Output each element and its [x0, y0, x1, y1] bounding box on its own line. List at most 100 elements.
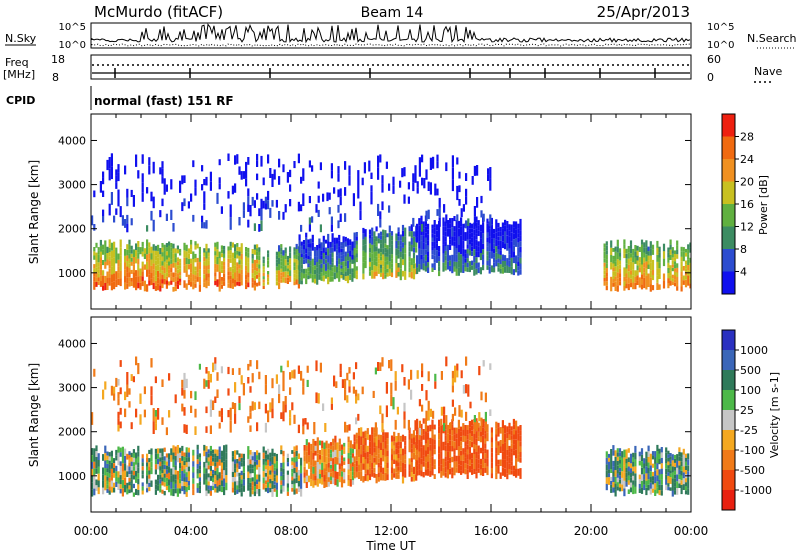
echo-cell: [313, 422, 316, 435]
echo-cell: [234, 382, 237, 393]
echo-cell: [240, 375, 243, 385]
echo-cell: [667, 278, 670, 284]
echo-cell: [444, 255, 447, 261]
echo-cell: [154, 285, 157, 291]
echo-cell: [363, 162, 366, 174]
echo-cell: [660, 490, 663, 496]
echo-cell: [267, 465, 270, 471]
echo-cell: [418, 225, 421, 234]
echo-cell: [119, 479, 122, 485]
echo-cell: [256, 464, 259, 470]
echo-cell: [220, 269, 223, 273]
echo-cell: [384, 432, 387, 441]
echo-cell: [297, 365, 300, 374]
echo-cell: [638, 246, 641, 252]
echo-cell: [311, 234, 314, 243]
echo-cell: [424, 450, 427, 457]
echo-cell: [408, 256, 411, 262]
echo-cell: [482, 249, 485, 255]
echo-cell: [135, 356, 138, 366]
echo-cell: [291, 457, 294, 462]
echo-cell: [137, 258, 140, 265]
echo-cell: [236, 274, 239, 278]
echo-cell: [416, 418, 419, 424]
echo-cell: [399, 245, 402, 252]
echo-cell: [187, 461, 190, 467]
echo-cell: [379, 248, 383, 253]
echo-cell: [334, 478, 337, 486]
echo-cell: [284, 404, 287, 413]
echo-cell: [344, 187, 347, 196]
echo-cell: [249, 473, 252, 479]
echo-cell: [464, 425, 467, 431]
echo-cell: [337, 189, 340, 198]
echo-cell: [614, 450, 617, 457]
echo-cell: [689, 262, 691, 268]
echo-cell: [370, 191, 373, 199]
echo-cell: [161, 270, 164, 275]
echo-cell: [203, 252, 206, 257]
echo-cell: [196, 464, 199, 469]
echo-cell: [364, 452, 367, 460]
echo-cell: [473, 415, 476, 423]
echo-cell: [280, 251, 283, 255]
echo-cell: [669, 453, 672, 457]
echo-cell: [170, 455, 173, 462]
echo-cell: [408, 231, 411, 237]
echo-cell: [375, 427, 378, 437]
echo-cell: [220, 480, 223, 487]
echo-cell: [612, 271, 615, 276]
echo-cell: [373, 244, 376, 252]
echo-cell: [457, 244, 460, 253]
echo-cell: [113, 273, 116, 282]
echo-cell: [397, 462, 400, 467]
echo-cell: [185, 482, 188, 487]
echo-cell: [457, 268, 460, 276]
echo-cell: [262, 259, 265, 263]
echo-cell: [324, 423, 327, 432]
echo-cell: [316, 478, 319, 487]
echo-cell: [309, 247, 312, 252]
echo-cell: [245, 284, 248, 290]
echo-cell: [499, 459, 502, 466]
echo-cell: [506, 449, 509, 456]
echo-cell: [438, 217, 441, 227]
echo-cell: [115, 208, 118, 215]
echo-cell: [453, 266, 456, 272]
echo-cell: [422, 221, 425, 229]
echo-cell: [377, 155, 380, 168]
echo-cell: [161, 265, 164, 271]
echo-cell: [271, 448, 274, 457]
echo-cell: [440, 425, 443, 432]
echo-cell: [347, 458, 350, 464]
echo-cell: [172, 467, 175, 475]
echo-cell: [418, 445, 421, 452]
echo-cell: [240, 243, 243, 249]
echo-cell: [181, 450, 184, 456]
echo-cell: [671, 484, 674, 491]
echo-cell: [93, 255, 96, 260]
echo-cell: [203, 473, 206, 479]
echo-cell: [161, 261, 164, 266]
echo-cell: [329, 457, 333, 462]
echo-cell: [351, 471, 355, 476]
echo-cell: [658, 459, 661, 465]
echo-cell: [119, 421, 122, 429]
echo-cell: [412, 247, 416, 253]
echo-cell: [293, 457, 296, 463]
echo-cell: [286, 271, 289, 275]
echo-cell: [176, 249, 179, 254]
echo-cell: [229, 267, 232, 272]
echo-cell: [605, 483, 608, 491]
echo-cell: [368, 441, 372, 448]
echo-cell: [135, 256, 138, 264]
echo-cell: [317, 393, 320, 404]
echo-cell: [344, 276, 347, 281]
echo-cell: [364, 252, 367, 261]
echo-cell: [303, 455, 306, 462]
echo-cell: [338, 270, 341, 276]
echo-cell: [449, 468, 452, 475]
echo-cell: [264, 196, 267, 204]
echo-cell: [357, 457, 361, 465]
echo-cell: [264, 473, 267, 477]
